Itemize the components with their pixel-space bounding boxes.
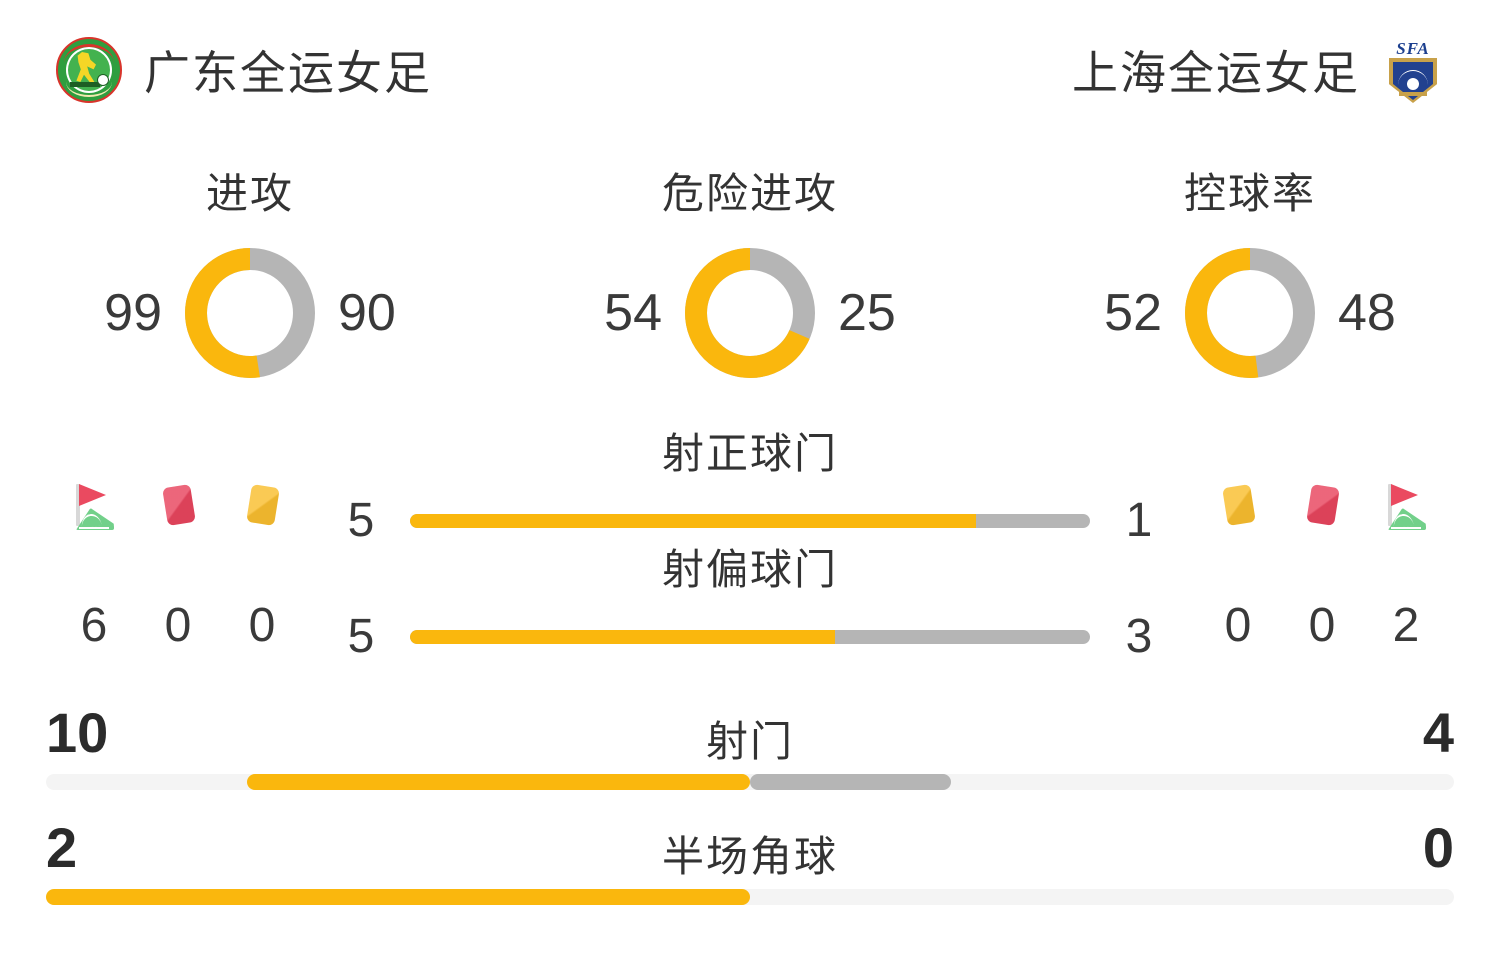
donut-stats-row: 进攻 99 90 危险进攻 54 25 控球率 52 xyxy=(0,140,1500,420)
home-team[interactable]: 广东全运女足 xyxy=(56,37,432,103)
corner-flag-icon xyxy=(70,480,118,536)
donut-title: 危险进攻 xyxy=(661,170,838,217)
wide-away-value: 0 xyxy=(1422,816,1454,879)
donut-chart xyxy=(185,248,315,378)
away-discipline-values: 0 0 2 xyxy=(1214,598,1430,653)
bar-stat-label: 射正球门 xyxy=(661,430,838,477)
bar-home-value: 5 xyxy=(347,610,375,663)
bar-fill xyxy=(410,513,977,528)
donut-chart xyxy=(685,248,815,378)
bar-home-value: 5 xyxy=(347,494,375,547)
donut-away-value: 48 xyxy=(1338,284,1396,342)
home-team-name: 广东全运女足 xyxy=(144,47,432,99)
bar-away-value: 1 xyxy=(1125,494,1153,547)
bar-fill xyxy=(410,629,835,644)
red-card-icon xyxy=(1298,480,1346,536)
donut-stat-dangerous-attacks: 危险进攻 54 25 xyxy=(500,140,1000,420)
sfa-shield-icon: SFA xyxy=(1382,37,1444,103)
wide-home-value: 10 xyxy=(46,701,109,764)
home-discipline-values: 6 0 0 xyxy=(70,598,286,653)
bar-away-value: 3 xyxy=(1125,610,1153,663)
wide-stat-label: 射门 xyxy=(705,718,794,765)
home-discipline-icons xyxy=(70,480,286,536)
wide-stat-label: 半场角球 xyxy=(661,833,838,880)
corner-flag-icon xyxy=(1382,480,1430,536)
donut-title: 进攻 xyxy=(205,170,294,217)
donut-title: 控球率 xyxy=(1183,170,1316,217)
home-red-card-value: 0 xyxy=(164,599,192,652)
away-discipline-icons xyxy=(1214,480,1430,536)
donut-away-value: 25 xyxy=(838,284,896,342)
donut-chart xyxy=(1185,248,1315,378)
mid-stats-block: 6 0 0 0 0 2 射正球门 5 1 射偏球门 5 3 xyxy=(0,420,1500,690)
red-card-icon xyxy=(154,480,202,536)
donut-stat-attacks: 进攻 99 90 xyxy=(0,140,500,420)
wide-stat-shots: 10 射门 4 xyxy=(0,700,1500,790)
wide-home-fill xyxy=(46,889,750,905)
guangdong-crest-icon xyxy=(56,37,122,103)
donut-away-value: 90 xyxy=(338,284,396,342)
wide-home-value: 2 xyxy=(46,816,78,879)
wide-track xyxy=(46,889,1454,905)
wide-away-value: 4 xyxy=(1422,701,1454,764)
yellow-card-icon xyxy=(238,480,286,536)
away-red-card-value: 0 xyxy=(1308,599,1336,652)
donut-home-value: 99 xyxy=(104,284,162,342)
bar-stat-shots-off-target: 射偏球门 5 3 xyxy=(340,536,1160,664)
donut-stat-possession: 控球率 52 48 xyxy=(1000,140,1500,420)
away-team[interactable]: 上海全运女足 SFA xyxy=(1072,37,1444,103)
wide-track xyxy=(46,774,1454,790)
bar-track xyxy=(410,629,1090,644)
bar-stat-label: 射偏球门 xyxy=(661,546,838,593)
donut-home-value: 52 xyxy=(1104,284,1162,342)
home-corner-value: 6 xyxy=(80,599,108,652)
away-team-name: 上海全运女足 xyxy=(1072,47,1360,99)
bar-stat-shots-on-target: 射正球门 5 1 xyxy=(340,420,1160,548)
donut-home-value: 54 xyxy=(604,284,662,342)
away-yellow-card-value: 0 xyxy=(1224,599,1252,652)
match-teams-header: 广东全运女足 上海全运女足 SFA xyxy=(0,0,1500,140)
away-corner-value: 2 xyxy=(1392,599,1420,652)
home-yellow-card-value: 0 xyxy=(248,599,276,652)
bar-track xyxy=(410,513,1090,528)
wide-away-fill xyxy=(750,774,952,790)
wide-stat-halftime-corners: 2 半场角球 0 xyxy=(0,815,1500,905)
yellow-card-icon xyxy=(1214,480,1262,536)
wide-home-fill xyxy=(247,774,750,790)
